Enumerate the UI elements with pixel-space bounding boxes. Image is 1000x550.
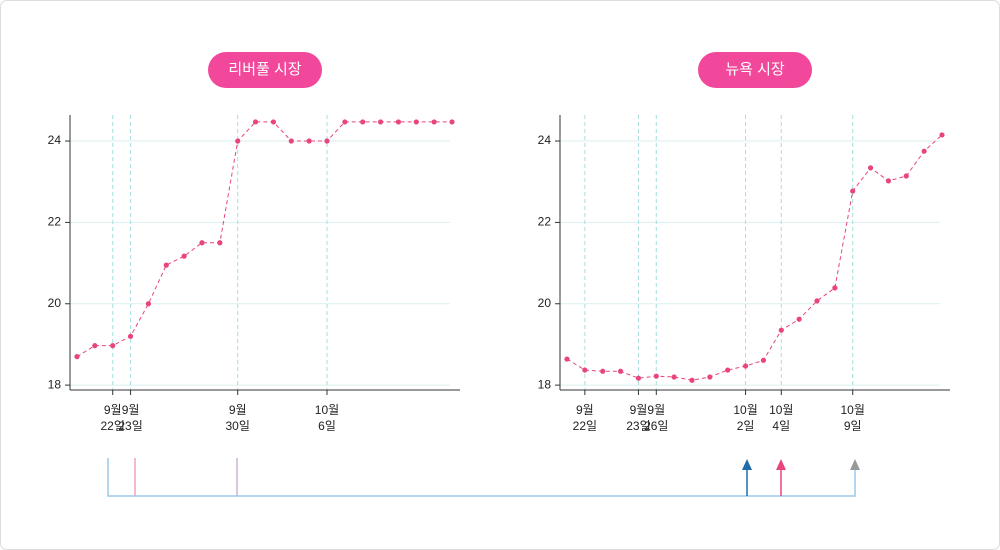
point — [796, 316, 802, 322]
point — [867, 165, 874, 171]
y-tick-label: 18 — [48, 377, 62, 391]
x-tick-label: 10월 6일 — [314, 403, 340, 433]
point — [288, 138, 294, 144]
x-tick-label: 10월 2일 — [733, 403, 758, 433]
point — [671, 374, 677, 380]
point — [814, 298, 820, 304]
point — [252, 119, 259, 125]
price-line — [76, 121, 452, 358]
y-tick-label: 22 — [48, 215, 62, 229]
point — [199, 240, 205, 246]
point — [360, 119, 366, 125]
point — [564, 356, 570, 362]
y-tick-label: 20 — [48, 296, 62, 310]
x-tick-label: 10월 9일 — [840, 403, 865, 433]
point — [110, 343, 116, 349]
point — [413, 119, 419, 125]
chart-title: 뉴욕 시장 — [698, 52, 812, 88]
point — [778, 327, 784, 333]
y-tick-label: 24 — [48, 133, 62, 147]
point — [689, 377, 695, 383]
point — [600, 368, 606, 374]
x-tick-label: 9월 23일 — [118, 403, 143, 433]
bracket — [107, 458, 860, 497]
point — [306, 138, 312, 144]
point — [832, 285, 838, 291]
x-tick-label: 10월 4일 — [769, 403, 794, 433]
point — [74, 354, 80, 360]
y-tick-label: 24 — [538, 133, 552, 147]
point — [850, 188, 856, 194]
x-tick-label: 9월 26일 — [644, 403, 669, 433]
point — [582, 367, 588, 373]
point — [742, 363, 749, 369]
y-tick-label: 18 — [538, 377, 552, 391]
y-tick-label: 20 — [538, 296, 552, 310]
point — [324, 138, 330, 144]
point — [635, 375, 642, 381]
point — [92, 343, 98, 349]
point — [725, 367, 731, 373]
point — [270, 119, 277, 125]
point — [707, 374, 713, 380]
point — [760, 357, 767, 363]
point — [653, 373, 659, 379]
x-tick-label: 9월 30일 — [225, 403, 250, 433]
point — [235, 138, 241, 144]
point — [921, 148, 927, 154]
point — [431, 119, 437, 125]
y-tick-label: 22 — [538, 215, 552, 229]
x-tick-label: 9월 23일 — [626, 403, 651, 433]
chart-title: 리버풀 시장 — [208, 52, 322, 88]
point — [617, 368, 624, 374]
point — [377, 119, 384, 125]
point — [903, 173, 909, 179]
point — [217, 240, 223, 246]
point — [395, 119, 402, 125]
x-tick-label: 9월 22일 — [572, 403, 598, 433]
point — [885, 178, 892, 184]
point — [342, 119, 348, 125]
x-tick-label: 9월 22일 — [100, 403, 125, 433]
point — [939, 132, 945, 138]
point — [449, 119, 455, 125]
point — [163, 262, 169, 268]
price-line — [566, 134, 943, 381]
point — [145, 301, 152, 307]
point — [127, 333, 134, 339]
point — [181, 253, 187, 259]
